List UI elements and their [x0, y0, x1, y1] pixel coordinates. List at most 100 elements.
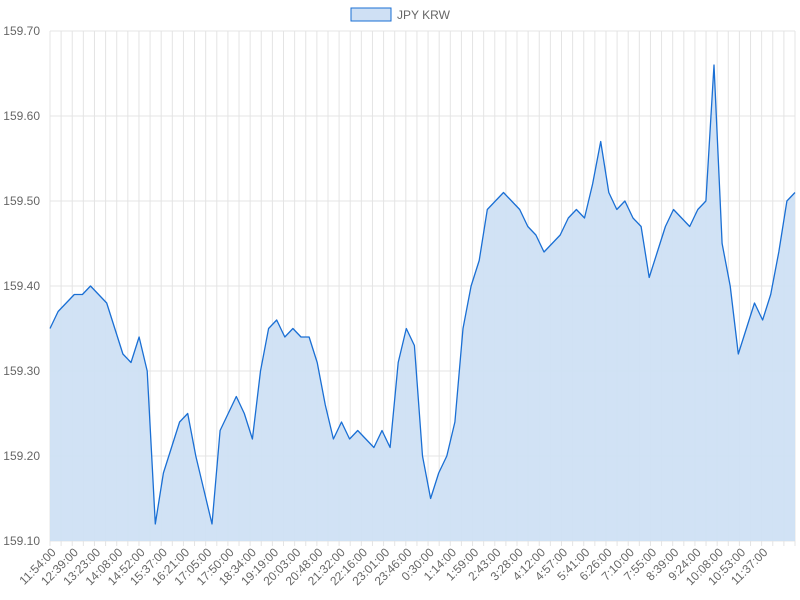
data-point — [429, 497, 431, 499]
data-point — [259, 370, 261, 372]
data-point — [292, 327, 294, 329]
data-point — [729, 285, 731, 287]
y-tick-label: 159.20 — [3, 449, 40, 463]
data-point — [235, 395, 237, 397]
legend-swatch[interactable] — [350, 7, 392, 22]
data-point — [105, 302, 107, 304]
data-point — [405, 327, 407, 329]
data-point — [486, 208, 488, 210]
x-axis: 11:54:0012:39:0013:23:0014:08:0014:52:00… — [16, 545, 770, 588]
data-point — [146, 370, 148, 372]
data-point — [721, 242, 723, 244]
data-point — [316, 361, 318, 363]
data-point — [357, 429, 359, 431]
data-point — [575, 208, 577, 210]
data-point — [535, 234, 537, 236]
data-point — [97, 293, 99, 295]
data-point — [227, 412, 229, 414]
series-area — [49, 64, 796, 541]
data-point — [73, 293, 75, 295]
data-point — [195, 455, 197, 457]
data-point — [251, 438, 253, 440]
data-point — [57, 310, 59, 312]
data-point — [624, 200, 626, 202]
data-point — [65, 302, 67, 304]
data-point — [267, 327, 269, 329]
data-point — [518, 208, 520, 210]
y-tick-label: 159.30 — [3, 364, 40, 378]
data-point — [616, 208, 618, 210]
data-point — [211, 523, 213, 525]
data-point — [324, 404, 326, 406]
y-tick-label: 159.40 — [3, 279, 40, 293]
data-point — [162, 472, 164, 474]
y-tick-label: 159.70 — [3, 24, 40, 38]
data-point — [502, 191, 504, 193]
data-point — [786, 200, 788, 202]
data-point — [413, 344, 415, 346]
data-point — [753, 302, 755, 304]
data-point — [664, 225, 666, 227]
legend[interactable]: JPY KRW — [350, 7, 451, 22]
data-point — [761, 319, 763, 321]
data-point — [373, 446, 375, 448]
data-point — [114, 327, 116, 329]
data-point — [340, 421, 342, 423]
data-point — [276, 319, 278, 321]
y-axis: 159.10 159.20 159.30 159.40 159.50 159.60 159.… — [3, 24, 40, 548]
data-point — [243, 412, 245, 414]
data-point — [454, 421, 456, 423]
data-point — [478, 259, 480, 261]
data-point — [389, 446, 391, 448]
data-point — [778, 251, 780, 253]
data-point — [583, 217, 585, 219]
data-point — [599, 140, 601, 142]
data-point — [154, 523, 156, 525]
data-point — [365, 438, 367, 440]
data-point — [680, 217, 682, 219]
data-point — [705, 200, 707, 202]
data-point — [591, 183, 593, 185]
data-point — [510, 200, 512, 202]
data-point — [186, 412, 188, 414]
data-point — [178, 421, 180, 423]
data-point — [640, 225, 642, 227]
data-point — [543, 251, 545, 253]
data-point — [421, 455, 423, 457]
data-point — [308, 336, 310, 338]
data-point — [332, 438, 334, 440]
data-point — [203, 489, 205, 491]
legend-label[interactable]: JPY KRW — [397, 8, 451, 22]
data-point — [672, 208, 674, 210]
data-point — [632, 217, 634, 219]
data-point — [122, 353, 124, 355]
data-point — [49, 327, 51, 329]
series-line — [49, 64, 796, 525]
data-point — [689, 225, 691, 227]
data-point — [713, 64, 715, 66]
data-point — [559, 234, 561, 236]
data-point — [567, 217, 569, 219]
data-point — [770, 293, 772, 295]
y-tick-label: 159.60 — [3, 109, 40, 123]
data-point — [608, 191, 610, 193]
data-point — [527, 225, 529, 227]
data-point — [794, 191, 796, 193]
data-point — [138, 336, 140, 338]
data-point — [284, 336, 286, 338]
data-point — [381, 429, 383, 431]
data-point — [300, 336, 302, 338]
data-point — [737, 353, 739, 355]
data-point — [437, 472, 439, 474]
data-point — [219, 429, 221, 431]
data-point — [494, 200, 496, 202]
data-point — [745, 327, 747, 329]
data-point — [470, 285, 472, 287]
data-point — [648, 276, 650, 278]
data-point — [462, 327, 464, 329]
data-point — [81, 293, 83, 295]
series-area-fill — [50, 65, 795, 541]
data-point — [348, 438, 350, 440]
